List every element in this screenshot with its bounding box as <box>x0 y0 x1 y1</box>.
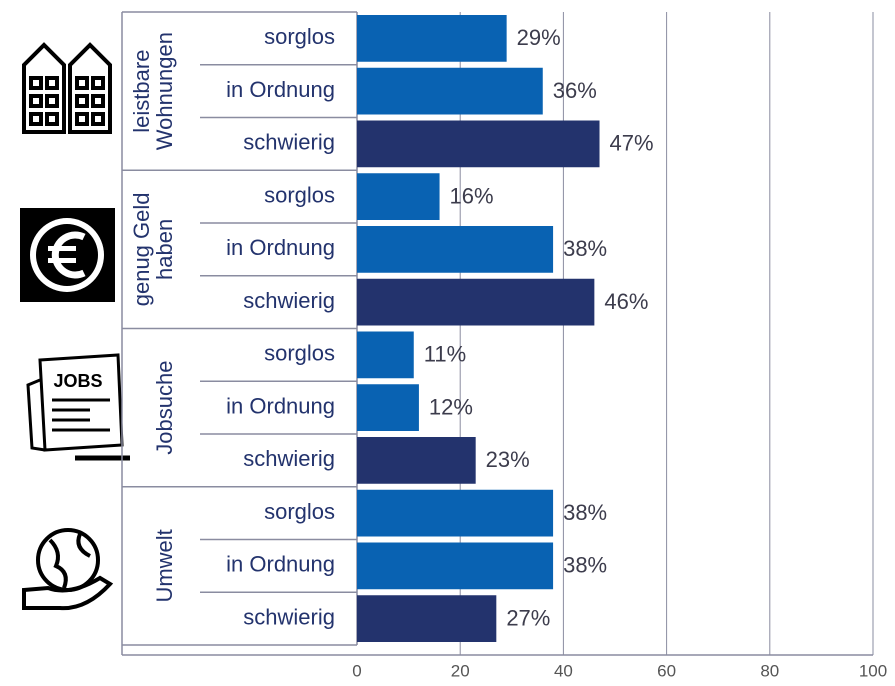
category-label: sorglos <box>264 499 335 524</box>
bar <box>357 278 595 326</box>
value-label: 38% <box>563 236 607 261</box>
x-tick-label: 20 <box>451 661 470 680</box>
icon-globe <box>22 528 114 611</box>
value-label: 11% <box>424 342 466 367</box>
bar <box>357 437 476 484</box>
icon-euro <box>20 208 115 302</box>
icon-buildings <box>22 42 112 134</box>
bar <box>357 67 543 115</box>
category-label: sorglos <box>264 182 335 207</box>
value-label: 47% <box>610 131 654 156</box>
category-label: schwierig <box>243 446 335 471</box>
value-label: 27% <box>506 605 550 630</box>
bar <box>357 173 440 220</box>
bar <box>357 384 419 431</box>
x-tick-label: 100 <box>859 661 887 680</box>
bar <box>357 489 554 537</box>
value-label: 46% <box>604 289 648 314</box>
bar <box>357 542 554 590</box>
x-tick-label: 80 <box>760 661 779 680</box>
value-label: 29% <box>517 25 561 50</box>
category-label: in Ordnung <box>226 552 335 577</box>
category-label: sorglos <box>264 24 335 49</box>
category-label: schwierig <box>243 604 335 629</box>
icon-text: JOBS <box>53 371 102 391</box>
category-label: in Ordnung <box>226 235 335 260</box>
value-label: 38% <box>563 553 607 578</box>
value-label: 38% <box>563 500 607 525</box>
value-label: 36% <box>553 78 597 103</box>
bar <box>357 595 497 642</box>
x-tick-label: 40 <box>554 661 573 680</box>
group-label: genug Geld <box>129 192 154 306</box>
value-label: 23% <box>486 447 530 472</box>
category-label: in Ordnung <box>226 393 335 418</box>
category-label: schwierig <box>243 288 335 313</box>
category-label: in Ordnung <box>226 77 335 102</box>
value-label: 16% <box>450 183 494 208</box>
category-label: sorglos <box>264 341 335 366</box>
x-tick-label: 0 <box>352 661 361 680</box>
bar <box>357 226 554 273</box>
category-label: schwierig <box>243 130 335 155</box>
bar <box>357 331 414 379</box>
group-label: haben <box>152 219 177 280</box>
x-tick-label: 60 <box>657 661 676 680</box>
value-label: 12% <box>429 394 473 419</box>
group-label: leistbare <box>129 50 154 133</box>
group-label: Wohnungen <box>152 32 177 150</box>
icon-newspaper: JOBS <box>26 353 130 461</box>
group-label: Umwelt <box>152 529 177 602</box>
bar <box>357 120 600 168</box>
bar <box>357 15 507 62</box>
group-label: Jobsuche <box>152 361 177 455</box>
